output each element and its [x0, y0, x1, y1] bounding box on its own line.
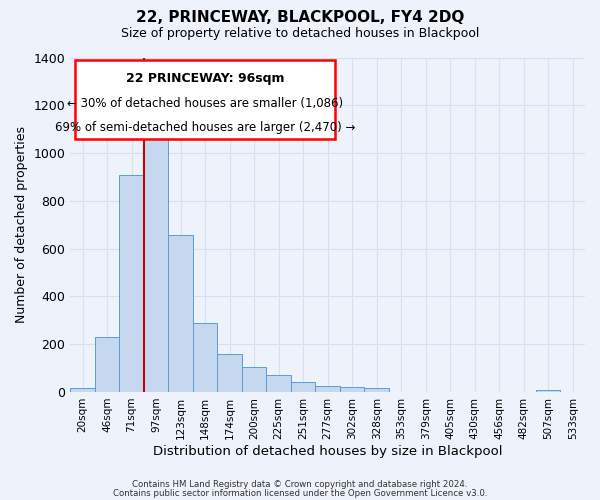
Bar [144, 135, 169, 392]
Text: 22 PRINCEWAY: 96sqm: 22 PRINCEWAY: 96sqm [126, 72, 284, 85]
Text: 69% of semi-detached houses are larger (2,470) →: 69% of semi-detached houses are larger (… [55, 121, 355, 134]
Bar [536, 390, 560, 392]
Bar [266, 375, 291, 392]
Text: 22, PRINCEWAY, BLACKPOOL, FY4 2DQ: 22, PRINCEWAY, BLACKPOOL, FY4 2DQ [136, 10, 464, 25]
Text: Contains public sector information licensed under the Open Government Licence v3: Contains public sector information licen… [113, 488, 487, 498]
Y-axis label: Number of detached properties: Number of detached properties [15, 126, 28, 323]
Bar [169, 236, 193, 392]
Bar [291, 382, 316, 392]
Bar [217, 354, 242, 392]
Text: Size of property relative to detached houses in Blackpool: Size of property relative to detached ho… [121, 28, 479, 40]
Bar [119, 174, 144, 392]
FancyBboxPatch shape [75, 60, 335, 138]
Bar [70, 388, 95, 392]
X-axis label: Distribution of detached houses by size in Blackpool: Distribution of detached houses by size … [153, 444, 502, 458]
Text: Contains HM Land Registry data © Crown copyright and database right 2024.: Contains HM Land Registry data © Crown c… [132, 480, 468, 489]
Bar [95, 337, 119, 392]
Text: ← 30% of detached houses are smaller (1,086): ← 30% of detached houses are smaller (1,… [67, 97, 343, 110]
Bar [193, 322, 217, 392]
Bar [364, 388, 389, 392]
Bar [242, 367, 266, 392]
Bar [340, 387, 364, 392]
Bar [316, 386, 340, 392]
